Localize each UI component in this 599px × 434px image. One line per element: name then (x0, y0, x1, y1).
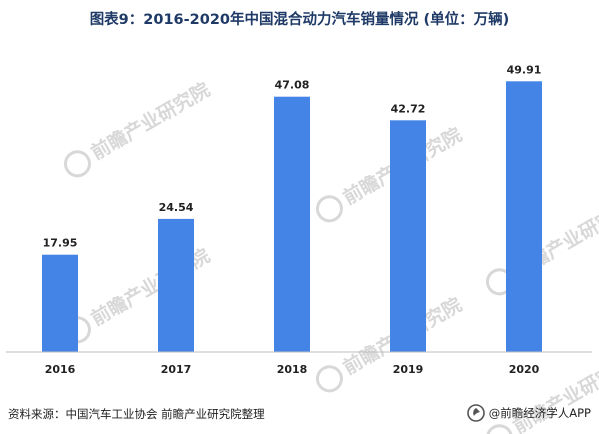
credit: @前瞻经济学人APP (466, 403, 591, 423)
x-tick-label-group: 2016 2017 2018 2019 2020 (45, 363, 540, 376)
bar-group (42, 81, 542, 353)
watermark: 前瞻产业研究院 (315, 293, 466, 393)
bar-2018 (274, 96, 310, 352)
qianzhan-logo-icon (466, 404, 485, 422)
x-tick-label-2020: 2020 (509, 363, 540, 376)
watermark-text: 前瞻产业研究院 (87, 244, 214, 330)
qianzhan-watermark-icon (485, 424, 513, 434)
source-note: 资料来源：中国汽车工业协会 前瞻产业研究院整理 (8, 407, 265, 421)
chart-title: 图表9：2016-2020年中国混合动力汽车销量情况 (单位：万辆) (89, 12, 510, 28)
bar-value-label-2017: 24.54 (159, 201, 194, 214)
credit-text: @前瞻经济学人APP (488, 406, 591, 420)
bar-2019 (390, 120, 426, 352)
watermark: 前瞻产业研究院 (315, 123, 466, 223)
qianzhan-watermark-icon (315, 195, 343, 223)
bar-2016 (42, 254, 78, 352)
bar-value-label-2019: 42.72 (391, 102, 426, 115)
x-tick-label-2018: 2018 (277, 363, 308, 376)
bar-value-label-2018: 47.08 (275, 79, 310, 92)
qianzhan-watermark-icon (63, 150, 91, 178)
watermark-text: 前瞻产业研究院 (87, 78, 214, 164)
bar-value-label-2020: 49.91 (507, 63, 542, 76)
watermark: 前瞻产业研究院 (63, 78, 214, 178)
bar-value-label-2016: 17.95 (43, 237, 78, 250)
x-tick-label-2017: 2017 (161, 363, 192, 376)
x-tick-label-2019: 2019 (393, 363, 424, 376)
qianzhan-watermark-icon (315, 365, 343, 393)
bar-2020 (506, 81, 542, 353)
bar-2017 (158, 218, 194, 352)
value-label-group: 17.95 24.54 47.08 42.72 49.91 (43, 63, 542, 249)
x-tick-label-2016: 2016 (45, 363, 76, 376)
